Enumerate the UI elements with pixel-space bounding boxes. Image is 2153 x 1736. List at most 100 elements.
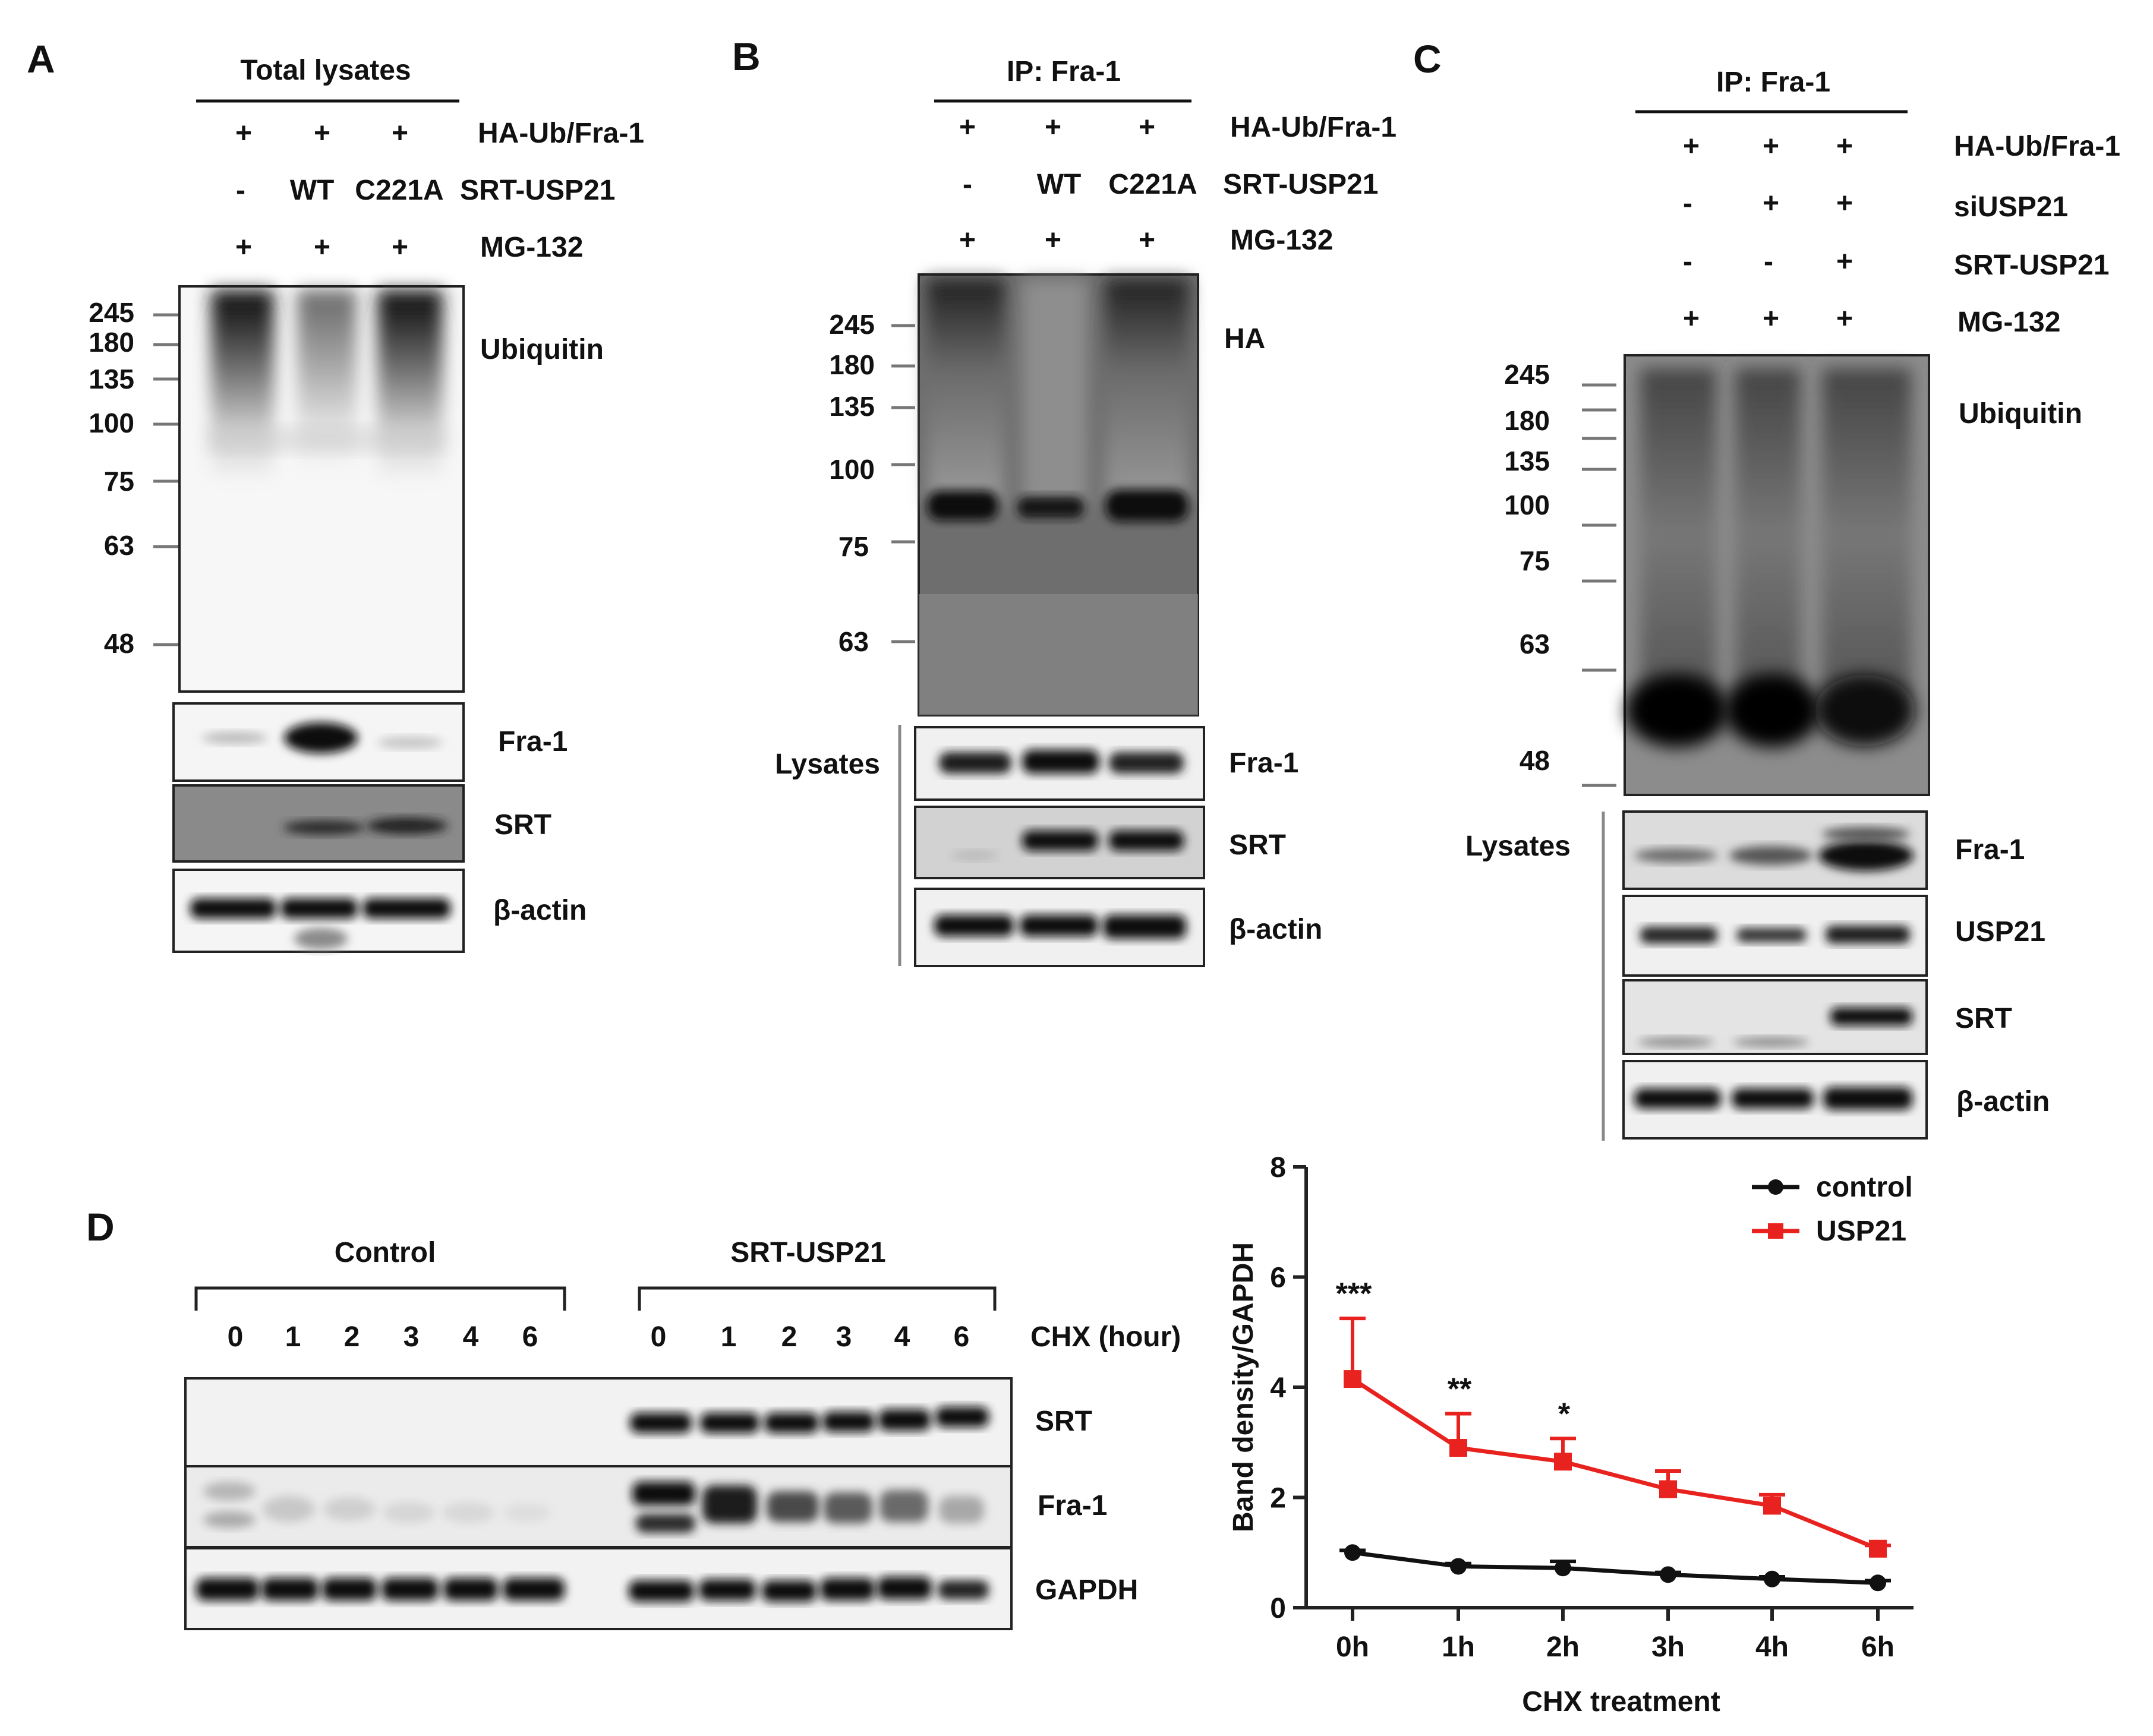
panel-a-row-2: - WT C221A SRT-USP21 <box>236 175 615 206</box>
y-tick-label: 8 <box>1270 1152 1286 1183</box>
blot-a-ubiquitin: Ubiquitin <box>178 285 604 693</box>
data-point <box>1870 1574 1886 1592</box>
blot-c-ubiquitin: Ubiquitin <box>1624 354 2082 796</box>
panel-c-cell: + <box>1763 303 1779 334</box>
panel-c: C IP: Fra-1 + + + HA-Ub/Fra-1 - + + siUS… <box>1413 37 2120 1141</box>
blot-a-actin: β-actin <box>172 869 587 953</box>
panel-a-cell: WT <box>290 175 335 206</box>
data-point <box>1554 1453 1572 1471</box>
timepoint-label: 1 <box>721 1321 737 1353</box>
mw-marker-label: 75 <box>1520 545 1550 576</box>
panel-a-cell: + <box>235 232 252 263</box>
panel-c-row-label: siUSP21 <box>1954 191 2068 223</box>
panel-a-letter: A <box>27 37 55 81</box>
panel-a-row-label: MG-132 <box>480 232 583 263</box>
panel-d-group-control: Control <box>335 1237 436 1268</box>
data-point <box>1555 1560 1571 1577</box>
mw-marker-label: 180 <box>829 349 875 380</box>
timepoint-label: 2 <box>781 1321 797 1353</box>
panel-b-row-3: + + + MG-132 <box>959 225 1333 256</box>
timepoint-label: 3 <box>404 1321 420 1353</box>
chart-y-ticks: 0 2 4 6 8 <box>1270 1152 1306 1624</box>
blot-label: Ubiquitin <box>1959 398 2082 430</box>
mw-marker-label: 135 <box>89 364 134 394</box>
panel-d-chx-label: CHX (hour) <box>1030 1321 1181 1353</box>
panel-c-cell: + <box>1836 246 1853 277</box>
panel-a-cell: - <box>236 175 245 206</box>
blot-label: GAPDH <box>1035 1574 1138 1606</box>
panel-b-cell: + <box>1139 225 1155 256</box>
panel-c-row-2: - + + siUSP21 <box>1683 188 2068 223</box>
panel-a-row-label: SRT-USP21 <box>460 175 615 206</box>
data-point <box>1660 1566 1676 1583</box>
panel-a-markers: 245 180 135 100 75 63 48 <box>89 297 178 659</box>
x-tick-label: 4h <box>1755 1631 1789 1663</box>
series-control <box>1339 1544 1891 1592</box>
panel-d-bracket-srt <box>638 1286 997 1311</box>
timepoint-label: 4 <box>463 1321 479 1353</box>
panel-a-cell: + <box>235 118 252 149</box>
panel-b-cell: WT <box>1037 169 1082 200</box>
panel-a-row-3: + + + MG-132 <box>235 232 583 263</box>
chart-significance: ****** <box>1336 1277 1571 1431</box>
mw-marker-label: 135 <box>829 391 875 422</box>
blot-b-srt: SRT <box>914 806 1286 879</box>
series-line <box>1351 1377 1879 1551</box>
significance-mark: * <box>1558 1397 1571 1431</box>
panel-d-group-srt: SRT-USP21 <box>730 1237 885 1268</box>
data-point <box>1659 1480 1677 1498</box>
panel-c-row-label: SRT-USP21 <box>1954 250 2109 281</box>
blot-c-usp21: USP21 <box>1622 895 2045 977</box>
panel-c-cell: + <box>1763 131 1779 162</box>
panel-c-row-label: HA-Ub/Fra-1 <box>1954 131 2120 162</box>
blot-label: Fra-1 <box>1038 1490 1107 1522</box>
blot-d-srt: SRT <box>184 1377 1092 1467</box>
mw-marker-label: 75 <box>838 531 869 562</box>
blot-label: β-actin <box>493 895 587 926</box>
blot-label: β-actin <box>1956 1086 2050 1118</box>
panel-d-timepoints-control: 0 1 2 3 4 6 <box>228 1321 538 1353</box>
mw-marker-label: 63 <box>104 530 134 561</box>
x-tick-label: 1h <box>1442 1631 1475 1663</box>
data-point <box>1344 1370 1361 1388</box>
blot-label: HA <box>1224 323 1265 355</box>
blot-label: SRT <box>1229 829 1286 861</box>
data-point <box>1764 1570 1780 1587</box>
panel-a-cell: + <box>314 118 330 149</box>
blot-label: SRT <box>1035 1406 1092 1437</box>
panel-b-cell: + <box>1045 112 1061 143</box>
x-tick-label: 0h <box>1336 1631 1369 1663</box>
mw-marker-label: 100 <box>89 408 134 438</box>
panel-a-row-label: HA-Ub/Fra-1 <box>478 118 644 149</box>
panel-a-row-1: + + + HA-Ub/Fra-1 <box>235 118 644 149</box>
mw-marker-label: 48 <box>1520 745 1550 776</box>
mw-marker-label: 135 <box>1504 446 1550 476</box>
x-tick-label: 3h <box>1651 1631 1685 1663</box>
panel-b-letter: B <box>732 34 761 78</box>
x-tick-label: 2h <box>1546 1631 1580 1663</box>
panel-c-markers: 245 180 135 100 75 63 48 <box>1504 359 1616 787</box>
panel-c-cell: + <box>1836 188 1853 219</box>
panel-b-cell: - <box>963 169 972 200</box>
timepoint-label: 6 <box>522 1321 538 1353</box>
panel-d-timepoints-srt: 0 1 2 3 4 6 <box>651 1321 970 1353</box>
panel-a-cell: + <box>392 232 408 263</box>
mw-marker-label: 63 <box>1520 629 1550 659</box>
panel-c-cell: - <box>1764 246 1773 277</box>
panel-a-header: Total lysates <box>240 55 411 86</box>
chart-x-ticks: 0h 1h 2h 3h 4h 6h <box>1336 1608 1894 1663</box>
panel-c-cell: + <box>1836 303 1853 334</box>
blot-label: Ubiquitin <box>480 334 604 365</box>
panel-b-lysates-label: Lysates <box>775 749 880 780</box>
panel-c-cell: + <box>1683 131 1700 162</box>
y-tick-label: 4 <box>1270 1372 1286 1404</box>
mw-marker-label: 100 <box>1504 490 1550 520</box>
timepoint-label: 6 <box>954 1321 970 1353</box>
timepoint-label: 1 <box>285 1321 301 1353</box>
panel-b-cell: C221A <box>1108 169 1197 200</box>
panel-b-cell: + <box>1045 225 1061 256</box>
panel-a-cell: + <box>392 118 408 149</box>
blot-d-fra1: Fra-1 <box>184 1465 1107 1548</box>
legend-label-control: control <box>1816 1172 1913 1203</box>
